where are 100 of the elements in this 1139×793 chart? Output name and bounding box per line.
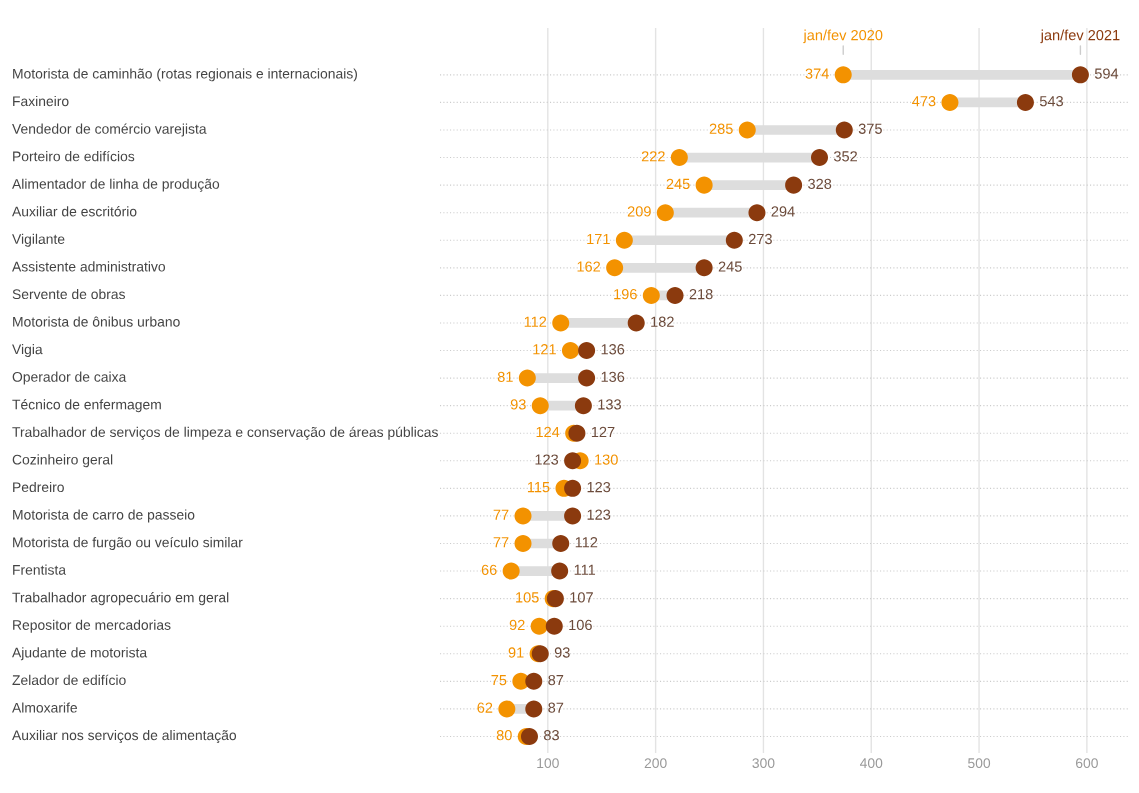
point [1016, 93, 1034, 111]
y-tick-label: Motorista de furgão ou veículo similar [13, 536, 243, 551]
data-label: 124 [536, 426, 560, 437]
y-tick-label: Trabalhador de serviços de limpeza e conservação de áreas públicas [12, 426, 438, 440]
point [498, 700, 516, 718]
x-tick-label: 500 [968, 758, 991, 769]
data-label: 87 [548, 674, 564, 686]
y-tick-label: Motorista de caminhão (rotas regionais e internacionais) [13, 68, 357, 82]
y-tick-label: Pedreiro [13, 481, 64, 493]
point [552, 534, 570, 552]
data-label: 107 [570, 592, 593, 603]
x-tick-label: 100 [537, 758, 559, 769]
y-tick-label: Operador de caixa [12, 371, 127, 385]
data-label: 87 [548, 702, 564, 713]
y-tick-label: Vigia [12, 344, 43, 357]
point [835, 121, 853, 139]
point [525, 700, 543, 718]
y-tick-label: Servente de obras [12, 288, 125, 300]
y-tick-label: Zelador de edifício [12, 674, 126, 686]
data-label: 115 [527, 482, 550, 493]
data-label: 127 [591, 426, 615, 437]
point [574, 397, 592, 415]
y-tick-label: Motorista de carro de passeio [13, 509, 195, 523]
point [834, 66, 852, 84]
text: jan/fev 2020 [803, 29, 883, 44]
data-label: 62 [477, 702, 493, 713]
y-tick-label: Auxiliar nos serviços de alimentação [12, 729, 237, 743]
point [748, 204, 766, 222]
point [578, 342, 596, 360]
data-label: 245 [666, 178, 690, 190]
data-label: 92 [509, 619, 525, 631]
data-label: 111 [574, 564, 596, 575]
data-label: 222 [641, 151, 665, 162]
data-label: 182 [651, 316, 674, 327]
point [615, 231, 633, 249]
y-tick-label: Alimentador de linha de produção [12, 178, 220, 192]
data-label: 245 [718, 261, 742, 272]
data-label: 123 [535, 454, 559, 465]
point [514, 507, 532, 525]
point [514, 534, 532, 552]
point [785, 176, 803, 194]
data-label: 209 [627, 206, 651, 217]
data-label: 375 [858, 123, 882, 134]
data-label: 352 [833, 151, 857, 162]
point [551, 562, 569, 580]
y-tick-label: Auxiliar de escritório [12, 206, 137, 217]
data-label: 171 [587, 234, 610, 245]
x-tick-label: 200 [644, 758, 667, 769]
data-label: 123 [587, 481, 611, 493]
y-tick-label: Faxineiro [13, 95, 69, 107]
data-label: 273 [748, 233, 772, 245]
y-tick-label: Técnico de enfermagem [12, 399, 161, 413]
point [531, 397, 549, 415]
data-label: 136 [601, 344, 625, 355]
point [530, 617, 548, 635]
data-label: 123 [587, 509, 611, 520]
y-tick-label: Assistente administrativo [12, 261, 166, 272]
point [642, 286, 660, 304]
point [564, 479, 582, 497]
data-label: 473 [912, 96, 936, 107]
data-label: 162 [577, 261, 601, 272]
point [695, 176, 713, 194]
data-label: 112 [575, 537, 598, 548]
data-label: 133 [598, 399, 621, 410]
data-label: 285 [709, 123, 733, 134]
data-label: 66 [481, 564, 497, 575]
data-label: 93 [510, 399, 526, 410]
point [525, 672, 543, 690]
point [552, 314, 570, 332]
data-label: 105 [516, 592, 539, 603]
point [695, 259, 713, 277]
data-label: 83 [544, 730, 559, 741]
data-label: 196 [614, 288, 637, 300]
data-label: 136 [601, 371, 625, 383]
x-tick-label: 400 [859, 758, 883, 769]
data-label: 80 [496, 730, 512, 741]
point [564, 452, 582, 470]
data-label: 294 [771, 206, 795, 217]
point [502, 562, 520, 580]
y-tick-label: Vigilante [12, 233, 65, 247]
point [564, 507, 582, 525]
text: jan/fev 2021 [1040, 29, 1120, 44]
y-tick-label: Porteiro de edifícios [13, 150, 135, 162]
data-label: 77 [493, 537, 509, 548]
x-tick-label: 600 [1075, 758, 1098, 769]
point [606, 259, 624, 277]
data-label: 81 [497, 371, 513, 383]
data-label: 543 [1039, 96, 1063, 107]
point [561, 342, 579, 360]
point [578, 369, 596, 387]
y-tick-label: Repositor de mercadorias [13, 619, 171, 633]
point [656, 204, 674, 222]
point [518, 369, 536, 387]
data-label: 106 [569, 619, 592, 631]
point [670, 149, 688, 167]
data-label: 77 [493, 509, 509, 520]
data-label: 594 [1094, 68, 1119, 79]
point [738, 121, 756, 139]
point [545, 617, 563, 635]
data-label: 374 [805, 68, 829, 79]
